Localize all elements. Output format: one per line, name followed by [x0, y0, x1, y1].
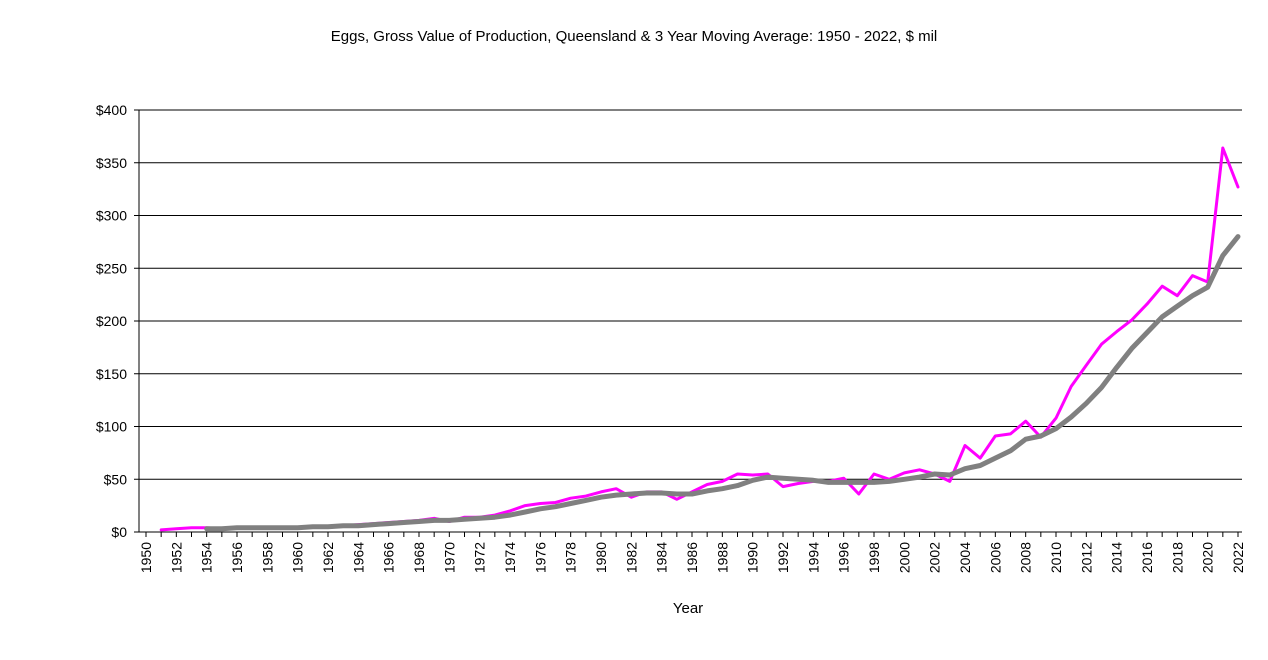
- x-tick-label: 1988: [714, 542, 730, 573]
- x-tick-label: 1994: [805, 542, 821, 573]
- x-tick-label: 1996: [836, 542, 852, 573]
- y-tick-label: $50: [104, 471, 128, 487]
- x-tick-label: 1954: [199, 542, 215, 573]
- moving-average-line: [204, 234, 1241, 532]
- x-tick-label: 1970: [441, 542, 457, 573]
- x-tick-label: 1960: [290, 542, 306, 573]
- y-tick-label: $150: [96, 366, 127, 382]
- gross-value-line: [159, 146, 1240, 532]
- x-tick-label: 2022: [1230, 542, 1246, 573]
- x-tick-label: 1984: [654, 542, 670, 573]
- x-tick-label: 1966: [381, 542, 397, 573]
- x-tick-label: 1950: [138, 542, 154, 573]
- x-tick-label: 1986: [684, 542, 700, 573]
- x-tick-label: 1980: [593, 542, 609, 573]
- x-tick-label: 1956: [229, 542, 245, 573]
- gridlines: [139, 109, 1242, 480]
- x-tick-label: 2008: [1018, 542, 1034, 573]
- x-tick-label: 1998: [866, 542, 882, 573]
- chart-title: Eggs, Gross Value of Production, Queensl…: [330, 28, 938, 45]
- x-tick-label: 2010: [1048, 542, 1064, 573]
- x-tick-label: 2006: [987, 542, 1003, 573]
- x-tick-label: 1972: [472, 542, 488, 573]
- x-tick-label: 1982: [623, 542, 639, 573]
- x-tick-label: 1968: [411, 542, 427, 573]
- x-tick-label: 1990: [745, 542, 761, 573]
- x-tick-label: 2002: [927, 542, 943, 573]
- axes: [134, 109, 1242, 537]
- x-tick-label: 2014: [1109, 542, 1125, 573]
- x-tick-label: 2018: [1169, 542, 1185, 573]
- x-axis-label: Year: [673, 600, 703, 617]
- x-tick-label: 2012: [1078, 542, 1094, 573]
- x-tick-label: 1964: [350, 542, 366, 573]
- x-tick-label: 1962: [320, 542, 336, 573]
- x-tick-label: 2016: [1139, 542, 1155, 573]
- x-tick-label: 1992: [775, 542, 791, 573]
- x-tick-labels: 1950 1952 1954 1956 1958 1960 1962 1964 1966 1968…: [138, 542, 1246, 573]
- series-lines: [159, 146, 1241, 532]
- x-tick-label: 2004: [957, 542, 973, 573]
- x-tick-label: 2000: [896, 542, 912, 573]
- x-tick-label: 1952: [168, 542, 184, 573]
- y-tick-label: $400: [96, 102, 127, 118]
- x-tick-label: 1976: [532, 542, 548, 573]
- x-tick-label: 1974: [502, 542, 518, 573]
- x-tick-label: 1978: [563, 542, 579, 573]
- y-tick-labels: $0 $50 $100 $150 $200 $250 $300 $350 $400: [96, 102, 127, 540]
- y-tick-label: $200: [96, 313, 127, 329]
- x-tick-label: 1958: [259, 542, 275, 573]
- y-tick-label: $100: [96, 419, 127, 435]
- y-tick-label: $0: [111, 524, 127, 540]
- y-tick-label: $350: [96, 155, 127, 171]
- x-tick-label: 2020: [1200, 542, 1216, 573]
- y-tick-label: $250: [96, 260, 127, 276]
- y-tick-label: $300: [96, 208, 127, 224]
